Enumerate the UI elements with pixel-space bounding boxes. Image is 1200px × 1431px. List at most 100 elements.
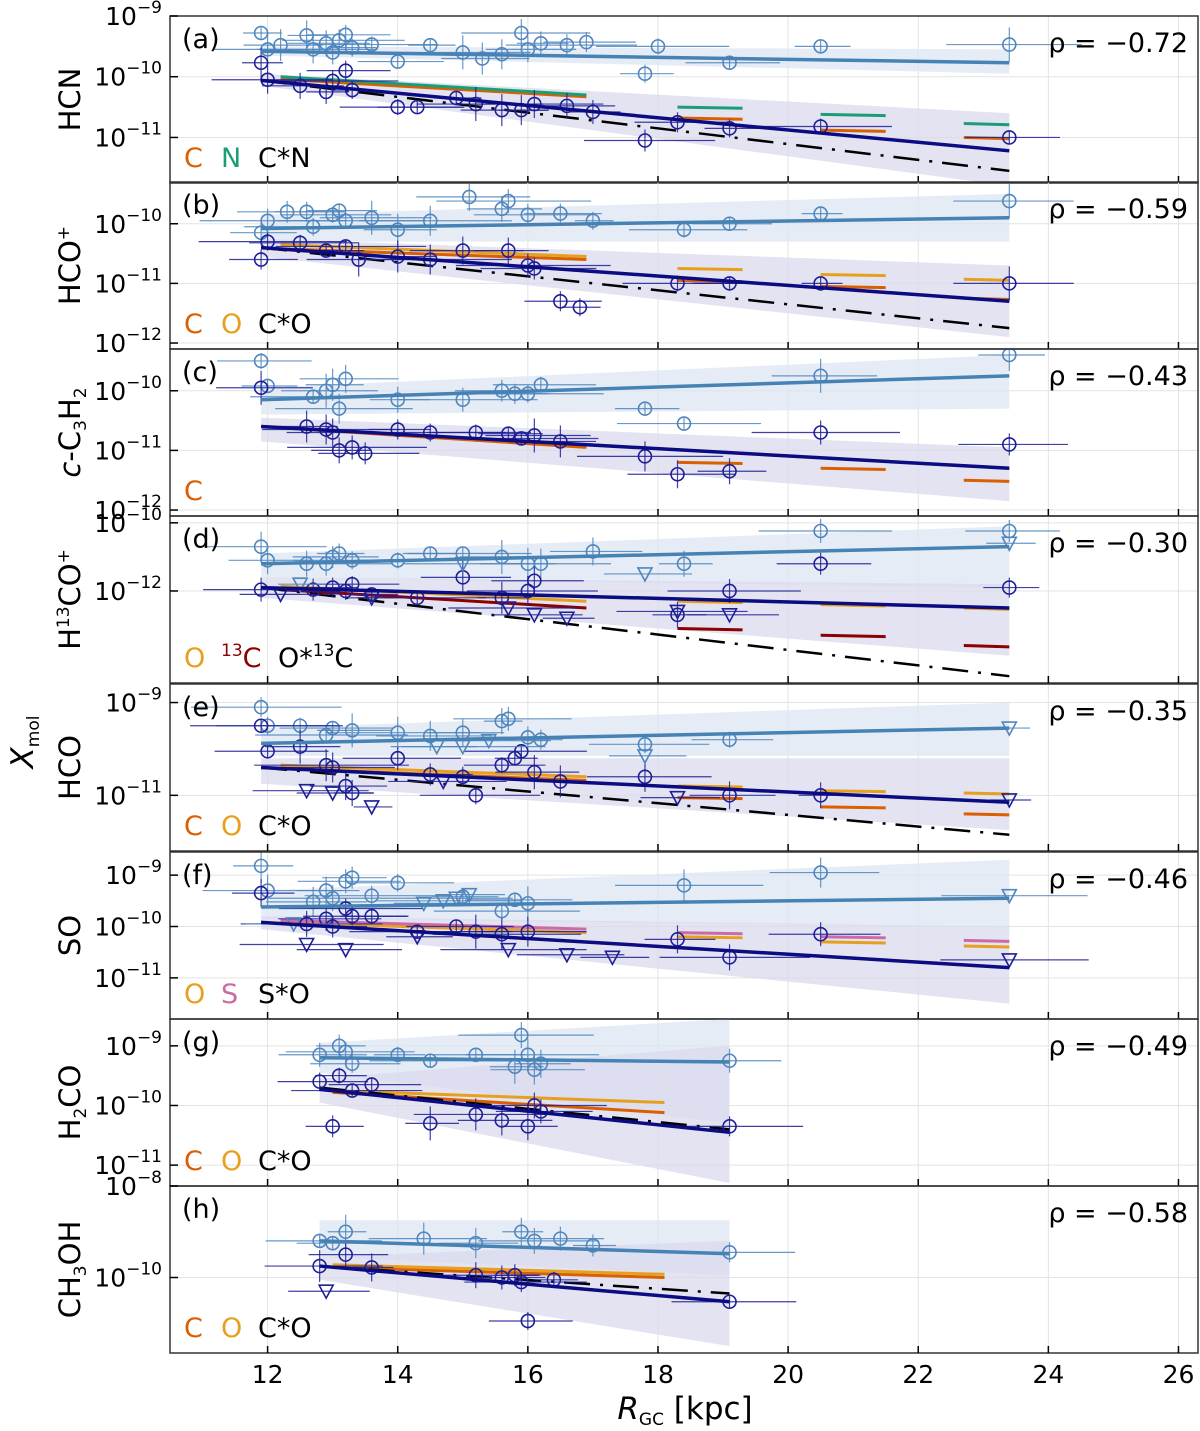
dark-upper-limit-marker bbox=[558, 947, 576, 964]
correlation-coefficient: ρ = −0.58 bbox=[1048, 1198, 1188, 1229]
dark-upper-limit-marker bbox=[558, 611, 576, 627]
dark-data-point bbox=[357, 446, 373, 461]
dark-fit-line bbox=[260, 78, 1010, 153]
legend-token-2-part-0: C*O bbox=[258, 309, 312, 340]
light-data-point bbox=[813, 39, 828, 54]
legend-token-0-part-0: C bbox=[184, 1146, 203, 1177]
legend-token-1-part-0: N bbox=[221, 143, 241, 174]
dark-upper-limit-marker bbox=[499, 601, 517, 617]
legend-token-1: O bbox=[221, 811, 242, 842]
legend-token-0: O bbox=[184, 979, 205, 1010]
light-data-point bbox=[1002, 37, 1017, 52]
dark-data-point bbox=[1002, 276, 1017, 291]
light-data-point bbox=[722, 216, 737, 232]
light-data-point bbox=[637, 401, 653, 416]
panel-frame bbox=[169, 15, 1199, 184]
dark-data-point bbox=[813, 556, 828, 572]
molecule-label-part-2: CO bbox=[53, 1065, 87, 1108]
legend-token-1-part-0: 13 bbox=[221, 641, 243, 661]
x-axis-title-unit: [kpc] bbox=[664, 1391, 753, 1427]
y-tick-exponent: −11 bbox=[126, 265, 162, 285]
light-fit-line bbox=[261, 374, 1010, 402]
x-tick-label: 18 bbox=[642, 1360, 674, 1389]
panel-plot-area bbox=[170, 852, 1198, 1019]
dark-upper-limit-marker bbox=[298, 783, 315, 800]
dark-data-point bbox=[338, 1247, 353, 1262]
light-upper-limit-marker bbox=[636, 567, 654, 583]
light-data-point bbox=[585, 544, 601, 559]
y-tick-exponent: −12 bbox=[126, 325, 162, 345]
model-segment-C bbox=[963, 478, 1010, 483]
dark-confidence-band bbox=[261, 238, 1010, 338]
y-tick-base: 10 bbox=[94, 781, 126, 810]
light-data-point bbox=[637, 737, 653, 752]
molecule-label: HCO+ bbox=[53, 226, 87, 305]
dark-fit-line bbox=[319, 1264, 730, 1304]
light-upper-limit-marker bbox=[447, 891, 465, 907]
model-segment-S bbox=[820, 935, 886, 940]
y-tick-exponent: −9 bbox=[137, 857, 162, 877]
y-tick-exponent: −11 bbox=[126, 960, 162, 980]
model-segment-O bbox=[332, 1263, 665, 1276]
dark-data-point bbox=[325, 580, 340, 595]
model-segment-N bbox=[820, 112, 886, 118]
legend-token-2-part-0: C*O bbox=[258, 811, 312, 842]
dark-data-point bbox=[494, 926, 510, 942]
dark-data-point bbox=[1002, 130, 1017, 145]
molecule-label: H13CO+ bbox=[53, 549, 87, 650]
molecule-label-part-2: CO bbox=[53, 563, 87, 606]
light-data-point bbox=[422, 1053, 438, 1069]
molecule-label-part-3: + bbox=[54, 549, 74, 563]
y-tick-label: 10−10 bbox=[94, 1087, 162, 1120]
dark-data-point bbox=[520, 1313, 536, 1329]
y-tick-exponent: −10 bbox=[126, 909, 162, 929]
dark-data-point bbox=[670, 607, 685, 623]
legend-token-2-part-0: S*O bbox=[258, 979, 310, 1010]
y-tick-label: 10−12 bbox=[94, 492, 162, 525]
y-tick-base: 10 bbox=[94, 913, 126, 942]
dark-confidence-band bbox=[319, 1240, 730, 1347]
model-segment-O bbox=[820, 272, 886, 278]
molecule-label-part-0: H bbox=[53, 628, 87, 650]
dark-upper-limit-marker bbox=[526, 608, 543, 624]
model-segment-C bbox=[820, 805, 886, 810]
molecule-label: HCO bbox=[53, 735, 87, 800]
y-tick-exponent: −11 bbox=[126, 119, 162, 139]
dark-data-point bbox=[364, 1077, 379, 1092]
legend-token-0-part-0: C bbox=[184, 1313, 203, 1344]
dark-upper-limit-marker bbox=[337, 942, 355, 959]
light-data-point bbox=[331, 401, 347, 416]
light-data-point bbox=[253, 353, 269, 369]
light-fit-line bbox=[319, 1056, 730, 1064]
model-segment-O bbox=[677, 266, 743, 272]
light-confidence-band bbox=[261, 702, 1010, 756]
light-data-point bbox=[299, 204, 314, 220]
model-segment-N bbox=[677, 105, 743, 110]
molecule-label-part-0: H bbox=[53, 1119, 87, 1141]
dark-data-point bbox=[722, 121, 737, 136]
molecule-label: CH3OH bbox=[53, 1221, 91, 1319]
x-axis: RGC [kpc] 12 14 16 18 20 22 24 26 bbox=[252, 1360, 1195, 1430]
x-tick-label: 24 bbox=[1032, 1360, 1064, 1389]
light-data-point bbox=[813, 865, 828, 880]
dark-upper-limit-marker bbox=[324, 786, 341, 802]
molecule-label-part-1: -C bbox=[53, 431, 87, 462]
model-segment-O bbox=[963, 944, 1010, 949]
light-fit-line bbox=[261, 544, 1010, 566]
light-data-point bbox=[520, 207, 536, 223]
y-tick-base: 10 bbox=[94, 436, 126, 465]
y-tick-label: 10−9 bbox=[105, 857, 162, 890]
dark-fit-line bbox=[260, 245, 1010, 304]
light-data-point bbox=[533, 1056, 549, 1072]
panel-plot-area bbox=[170, 16, 1198, 183]
light-data-point bbox=[722, 55, 737, 71]
panel-letter: (f) bbox=[182, 860, 213, 891]
model-segment-13C bbox=[280, 588, 587, 610]
light-confidence-band bbox=[261, 355, 1010, 415]
legend-token-2-part-2: C bbox=[334, 643, 353, 674]
model-segment-C bbox=[820, 284, 886, 290]
panel-plot-area bbox=[170, 684, 1198, 851]
